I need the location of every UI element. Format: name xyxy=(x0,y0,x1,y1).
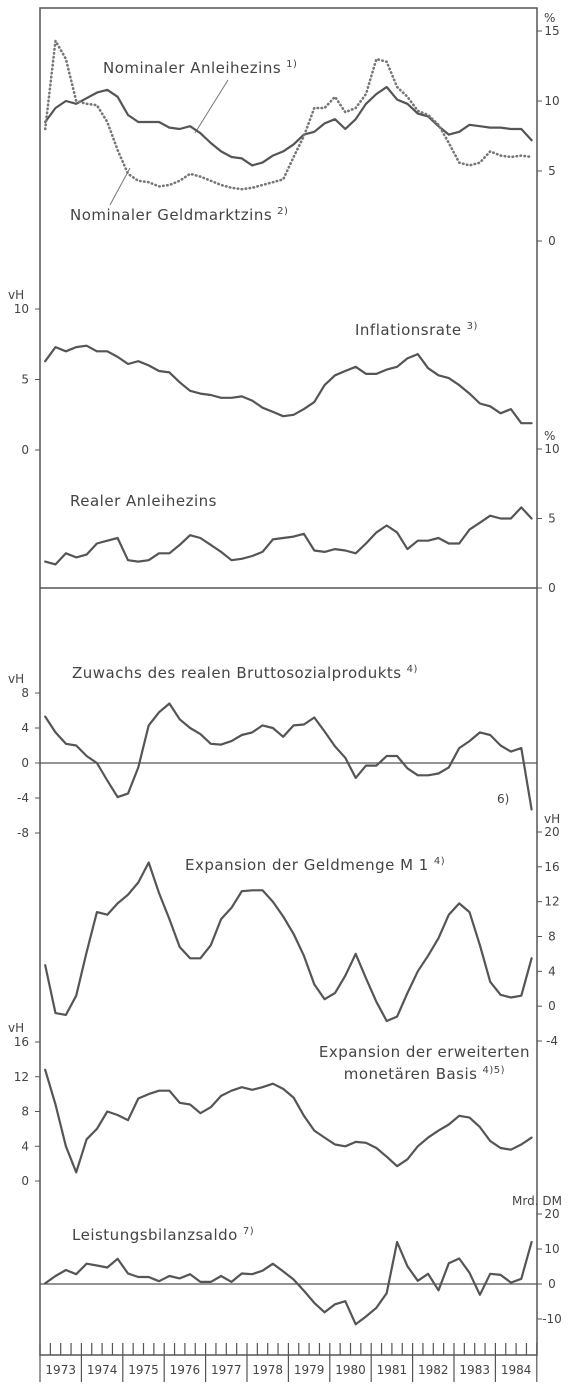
data-line xyxy=(44,506,533,566)
x-tick-label: 1975 xyxy=(128,1363,159,1377)
title-note: 7) xyxy=(243,1226,254,1237)
data-line xyxy=(44,702,533,811)
title-text: monetären Basis xyxy=(344,1065,478,1083)
y-tick-label: -10 xyxy=(542,1312,562,1326)
chart-title: Nominaler Anleihezins 1) xyxy=(103,59,297,77)
y-tick-label: 12 xyxy=(14,1070,29,1084)
title-note: 4) xyxy=(407,664,418,675)
y-tick-label: 12 xyxy=(544,895,559,909)
data-line xyxy=(44,861,533,1023)
y-unit: % xyxy=(544,11,555,25)
y-unit: vH xyxy=(8,672,24,686)
x-tick-label: 1980 xyxy=(335,1363,366,1377)
x-tick-label: 1974 xyxy=(87,1363,118,1377)
y-tick-label: -4 xyxy=(546,1034,558,1048)
leader-line xyxy=(194,79,229,134)
chart-title: monetären Basis 4)5) xyxy=(344,1065,505,1083)
y-tick-label: 0 xyxy=(21,443,29,457)
x-tick-label: 1983 xyxy=(459,1363,490,1377)
y-tick-label: 0 xyxy=(548,999,556,1013)
y-tick-label: 16 xyxy=(544,860,559,874)
y-unit: Mrd. DM xyxy=(512,1194,562,1208)
y-tick-label: 0 xyxy=(548,1277,556,1291)
y-tick-label: 20 xyxy=(544,825,559,839)
y-tick-label: 0 xyxy=(21,756,29,770)
data-line xyxy=(44,85,533,167)
x-tick-label: 1973 xyxy=(45,1363,76,1377)
title-text: Nominaler Geldmarktzins xyxy=(70,206,272,224)
y-tick-label: 4 xyxy=(548,964,556,978)
y-tick-label: 0 xyxy=(21,1174,29,1188)
chart-title: Realer Anleihezins xyxy=(70,492,217,510)
title-text: Expansion der Geldmenge M 1 xyxy=(185,856,429,874)
chart-title: Expansion der erweiterten xyxy=(319,1043,530,1061)
y-tick-label: 5 xyxy=(548,164,556,178)
y-tick-label: 4 xyxy=(21,1139,29,1153)
chart-title: Expansion der Geldmenge M 1 4) xyxy=(185,856,445,874)
y-tick-label: 0 xyxy=(548,581,556,595)
x-tick-label: 1982 xyxy=(418,1363,449,1377)
title-text: Realer Anleihezins xyxy=(70,492,217,510)
y-tick-label: 15 xyxy=(544,24,559,38)
y-tick-label: 8 xyxy=(21,686,29,700)
title-text: Leistungsbilanzsaldo xyxy=(72,1226,238,1244)
y-unit: vH xyxy=(544,812,560,826)
y-tick-label: 5 xyxy=(548,512,556,526)
y-tick-label: 8 xyxy=(548,930,556,944)
data-line xyxy=(44,1068,533,1174)
y-tick-label: 10 xyxy=(544,1242,559,1256)
x-tick-label: 1978 xyxy=(252,1363,283,1377)
chart-title: Nominaler Geldmarktzins 2) xyxy=(70,206,288,224)
x-tick-label: 1981 xyxy=(377,1363,408,1377)
y-tick-label: 10 xyxy=(544,442,559,456)
data-line xyxy=(43,39,533,191)
title-note: 2) xyxy=(277,206,288,217)
y-unit: % xyxy=(544,429,555,443)
title-note: 1) xyxy=(286,59,297,70)
x-tick-label: 1976 xyxy=(170,1363,201,1377)
title-note: 3) xyxy=(467,321,478,332)
title-text: Inflationsrate xyxy=(355,321,462,339)
y-tick-label: 16 xyxy=(14,1035,29,1049)
y-tick-label: 10 xyxy=(14,302,29,316)
chart-title: Leistungsbilanzsaldo 7) xyxy=(72,1226,254,1244)
chart-title: Inflationsrate 3) xyxy=(355,321,478,339)
chart-title: Zuwachs des realen Bruttosozialprodukts 4… xyxy=(72,664,418,682)
x-tick-label: 1977 xyxy=(211,1363,242,1377)
y-tick-label: 0 xyxy=(548,234,556,248)
y-tick-label: -4 xyxy=(17,791,29,805)
leader-line xyxy=(109,167,131,206)
y-unit: vH xyxy=(8,288,24,302)
data-line xyxy=(44,1240,533,1326)
title-note: 4)5) xyxy=(482,1065,505,1076)
y-tick-label: 4 xyxy=(21,721,29,735)
y-tick-label: 8 xyxy=(21,1105,29,1119)
y-tick-label: -8 xyxy=(17,826,29,840)
y-tick-label: 20 xyxy=(544,1207,559,1221)
y-tick-label: 5 xyxy=(21,373,29,387)
y-tick-label: 10 xyxy=(544,94,559,108)
y-unit: vH xyxy=(8,1021,24,1035)
data-line xyxy=(44,344,533,425)
annotation: 6) xyxy=(497,792,509,806)
x-tick-label: 1979 xyxy=(294,1363,325,1377)
title-text: Zuwachs des realen Bruttosozialprodukts xyxy=(72,664,402,682)
x-tick-label: 1984 xyxy=(501,1363,532,1377)
title-text: Nominaler Anleihezins xyxy=(103,59,281,77)
title-note: 4) xyxy=(434,856,445,867)
